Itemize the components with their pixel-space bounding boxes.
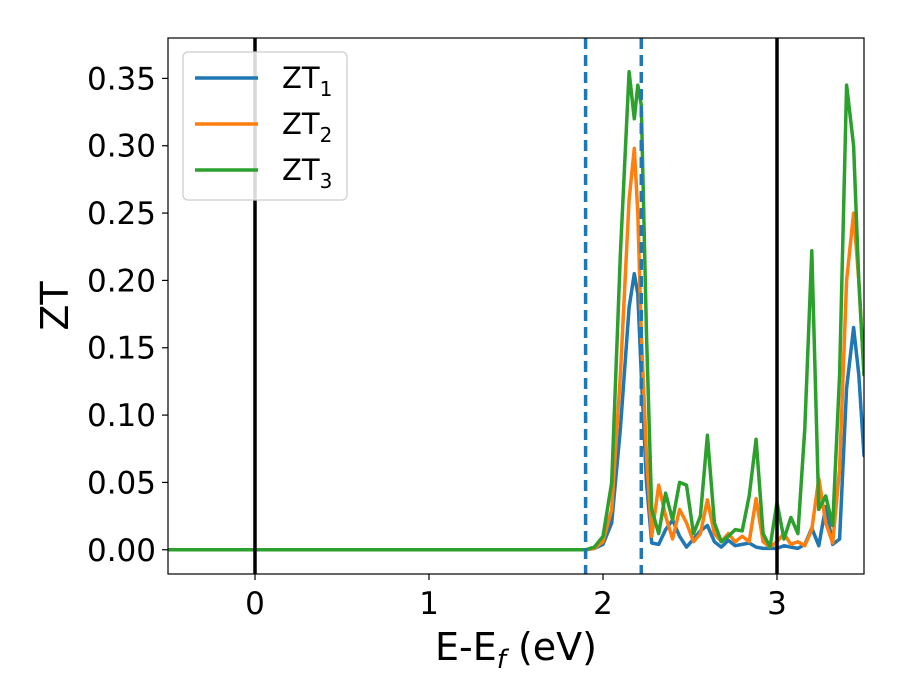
- x-axis-ticks: 0 1 2 3: [245, 574, 787, 622]
- y-tick-label: 0.35: [87, 61, 156, 97]
- y-axis-ticks: 0.00 0.05 0.10 0.15 0.20 0.25 0.30 0.35: [87, 61, 168, 569]
- series-layer: [168, 69, 864, 552]
- series-line-1: [168, 271, 864, 552]
- y-tick-label: 0.30: [87, 129, 156, 165]
- x-tick-label: 2: [593, 586, 613, 622]
- x-tick-label: 0: [245, 586, 265, 622]
- x-tick-label: 1: [419, 586, 439, 622]
- y-tick-label: 0.10: [87, 398, 156, 434]
- legend: ZT1 ZT2 ZT3: [182, 51, 348, 201]
- legend-label-2: ZT2: [282, 107, 332, 147]
- plot-frame: [167, 37, 865, 575]
- x-tick-label: 3: [767, 586, 787, 622]
- legend-label-3: ZT3: [282, 153, 332, 193]
- y-tick-label: 0.15: [87, 331, 156, 367]
- y-tick-label: 0.25: [87, 196, 156, 232]
- y-tick-label: 0.00: [87, 533, 156, 569]
- series-line-3: [168, 69, 864, 552]
- y-axis-label: ZT: [33, 281, 77, 331]
- y-tick-label: 0.20: [87, 263, 156, 299]
- y-tick-label: 0.05: [87, 465, 156, 501]
- legend-label-1: ZT1: [282, 61, 332, 101]
- x-axis-label: E-Ef (eV): [435, 625, 597, 675]
- legend-box: [182, 51, 348, 201]
